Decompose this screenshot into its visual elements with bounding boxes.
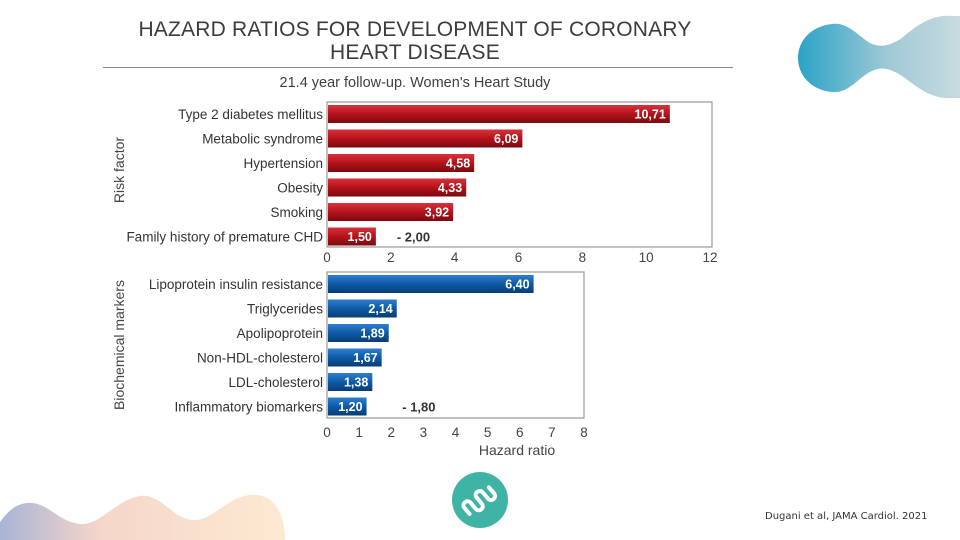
bar (328, 105, 670, 123)
bar-value-label: 6,40 (505, 278, 529, 292)
x-tick-label: 0 (323, 425, 331, 440)
risk-factor-chart: 10,71 Type 2 diabetes mellitus 6,09 Metabol… (111, 101, 718, 265)
chart-title: HAZARD RATIOS FOR DEVELOPMENT OF CORONAR… (100, 18, 730, 64)
bar (328, 227, 376, 246)
x-tick-label: 6 (515, 250, 523, 265)
range-end-label: - 1,80 (402, 400, 435, 415)
bar-value-label: 4,33 (438, 181, 462, 195)
bar-value-label: 1,38 (344, 376, 368, 390)
x-tick-label: 8 (579, 250, 587, 265)
bar (328, 178, 467, 197)
category-label: Inflammatory biomarkers (174, 400, 323, 415)
x-tick-label: 0 (323, 250, 331, 265)
category-label: Apolipoprotein (237, 326, 323, 341)
decorative-blob-top-right (798, 15, 960, 99)
x-axis-label: Hazard ratio (479, 442, 555, 458)
x-tick-label: 5 (484, 425, 492, 440)
bar (328, 275, 534, 293)
bar-value-label: 2,14 (368, 302, 392, 316)
category-label: LDL-cholesterol (228, 375, 323, 390)
bar (328, 129, 523, 148)
wave-logo-icon (461, 485, 497, 516)
category-label: Type 2 diabetes mellitus (178, 107, 323, 122)
y-axis-label: Risk factor (111, 137, 127, 203)
x-tick-label: 8 (580, 425, 588, 440)
x-tick-label: 7 (548, 425, 556, 440)
x-tick-label: 2 (387, 250, 395, 265)
bar-value-label: 4,58 (446, 157, 470, 171)
bar-value-label: 10,71 (635, 108, 666, 122)
bar-value-label: 1,67 (353, 351, 377, 365)
bar (328, 373, 373, 391)
bar (328, 348, 382, 367)
logo (452, 472, 508, 528)
range-end-label: - 2,00 (397, 230, 430, 245)
decorative-wave-bottom-left (0, 494, 285, 540)
bar (328, 397, 367, 416)
category-label: Metabolic syndrome (202, 132, 323, 147)
bar-value-label: 1,89 (360, 327, 384, 341)
chart-subtitle: 21.4 year follow-up. Women's Heart Study (279, 75, 551, 91)
x-tick-label: 1 (355, 425, 363, 440)
category-label: Non-HDL-cholesterol (197, 351, 323, 366)
category-label: Lipoprotein insulin resistance (149, 277, 323, 292)
bar-value-label: 1,20 (338, 400, 362, 414)
citation: Dugani et al, JAMA Cardiol. 2021 (765, 511, 928, 522)
x-tick-label: 6 (516, 425, 524, 440)
x-tick-label: 4 (451, 250, 459, 265)
x-tick-label: 3 (420, 425, 428, 440)
chart-title-line-2: HEART DISEASE (330, 41, 500, 64)
x-tick-label: 2 (387, 425, 395, 440)
category-label: Hypertension (243, 156, 323, 171)
bar (328, 203, 454, 221)
bar-value-label: 3,92 (425, 206, 449, 220)
x-tick-label: 12 (702, 250, 717, 265)
plot-frame (326, 271, 585, 419)
bar (328, 324, 389, 342)
x-tick-label: 4 (452, 425, 460, 440)
bar-value-label: 1,50 (348, 230, 372, 244)
x-tick-label: 10 (639, 250, 654, 265)
bar (328, 299, 397, 318)
category-label: Triglycerides (247, 302, 323, 317)
title-divider (103, 67, 733, 68)
bar (328, 154, 475, 172)
plot-frame (326, 101, 713, 248)
category-label: Family history of premature CHD (126, 230, 323, 245)
y-axis-label: Biochemical markers (111, 280, 127, 410)
chart-title-line-1: HAZARD RATIOS FOR DEVELOPMENT OF CORONAR… (138, 18, 692, 41)
bar-value-label: 6,09 (494, 132, 518, 146)
biochemical-markers-chart: 6,40 Lipoprotein insulin resistance 2,14 Tr… (111, 271, 588, 458)
category-label: Obesity (277, 181, 323, 196)
category-label: Smoking (270, 205, 323, 220)
